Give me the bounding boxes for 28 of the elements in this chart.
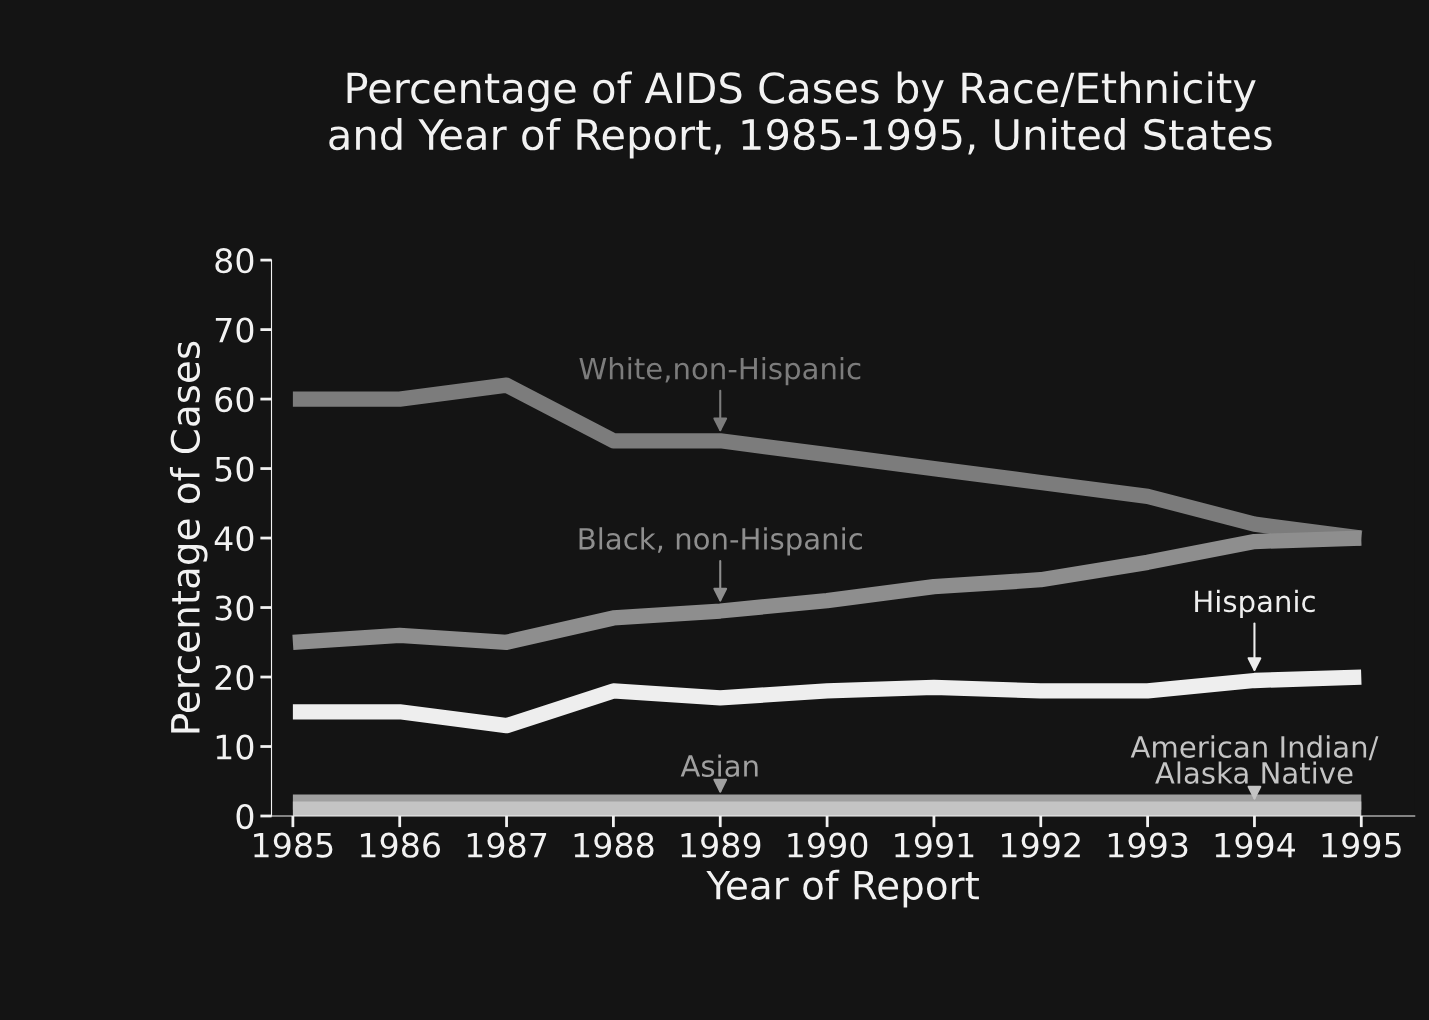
x-tick-label: 1988: [574, 832, 654, 858]
text: Hispanic: [1195, 589, 1315, 618]
x-tick-label: 1989: [681, 832, 761, 858]
y-tick-label: 80: [215, 248, 254, 274]
y-tick-label: 70: [215, 317, 254, 343]
y-tick-label: 0: [236, 803, 254, 830]
y-tick-label: 60: [215, 387, 254, 413]
x-tick-label: 1991: [895, 832, 974, 858]
series-label: Asian: [680, 754, 758, 778]
x-axis-title: Year of Report: [706, 869, 979, 908]
series-label: Black, non-Hispanic: [579, 527, 862, 556]
x-tick-label: 1994: [1215, 832, 1295, 858]
x-tick-label: 1985: [254, 832, 333, 858]
series-label: American Indian/ Alaska Native: [1130, 735, 1379, 784]
x-tick-label: 1987: [467, 832, 547, 858]
x-tick-label: 1993: [1108, 832, 1188, 858]
series-label: White,non-Hispanic: [579, 356, 861, 386]
y-tick-label: 50: [215, 456, 254, 482]
chart-title: Percentage of AIDS Cases by Race/Ethnicity and Year of Report, 1985-1995, United States: [329, 71, 1272, 159]
x-tick-label: 1986: [360, 832, 441, 858]
y-axis-title: Percentage of Cases: [169, 341, 208, 733]
y-tick-label: 30: [215, 595, 254, 621]
x-tick-label: 1992: [1002, 832, 1080, 858]
x-tick-label: 1990: [788, 832, 868, 858]
y-tick-label: 10: [216, 734, 254, 760]
x-tick-label: 1995: [1322, 832, 1401, 858]
y-tick-label: 40: [214, 525, 254, 552]
y-tick-label: 20: [215, 664, 254, 691]
